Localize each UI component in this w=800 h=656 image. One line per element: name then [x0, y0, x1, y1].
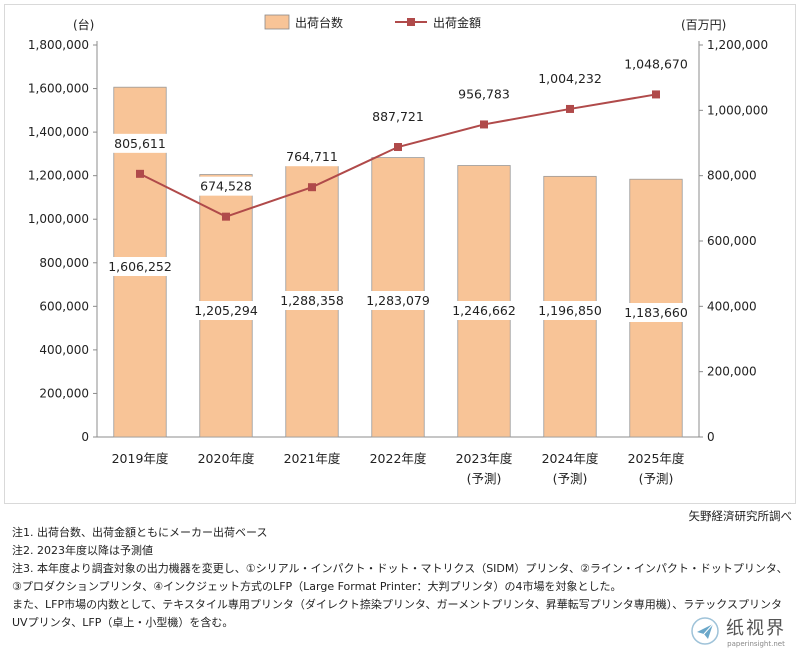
bar-label-bg	[531, 301, 609, 320]
y-left-tick-label: 400,000	[39, 343, 89, 357]
x-tick-label: 2023年度	[456, 451, 513, 466]
note-line: 注3. 本年度より調査対象の出力機器を変更し、①シリアル・インパクト・ドット・マ…	[12, 562, 782, 575]
watermark: 纸视界 paperinsight.net	[690, 614, 786, 648]
combo-chart: 0 200,000 400,000 600,000 800,000 1,000,000 1,…	[28, 14, 768, 486]
y-right-tick-label: 800,000	[707, 169, 757, 183]
line-label-bg	[281, 147, 343, 167]
x-tick-label: 2020年度	[198, 451, 255, 466]
note-line: ③プロダクションプリンタ、④インクジェット方式のLFP（Large Format…	[12, 580, 622, 593]
bar-value-label: 1,183,660	[624, 305, 688, 320]
bar-label-bg	[359, 291, 437, 310]
line-label-bg	[453, 84, 515, 104]
line-label-bg	[109, 133, 171, 153]
line-marker	[222, 212, 230, 221]
y-right-tick-label: 1,000,000	[707, 103, 768, 117]
watermark-url: paperinsight.net	[727, 640, 785, 648]
legend-label-line: 出荷金額	[433, 15, 481, 30]
bar-value-label: 1,606,252	[108, 259, 172, 274]
y-left-tick-label: 1,600,000	[28, 82, 89, 96]
x-tick-sublabel: (予測)	[467, 471, 502, 486]
bar-label-bg	[187, 301, 265, 320]
bar-value-label: 1,288,358	[280, 293, 344, 308]
x-tick-label: 2024年度	[542, 451, 599, 466]
y-left-tick-label: 1,000,000	[28, 212, 89, 226]
notes: 注1. 出荷台数、出荷金額ともにメーカー出荷ベース 注2. 2023年度以降は予…	[12, 524, 782, 632]
y-right-tick-label: 600,000	[707, 234, 757, 248]
line-value-label: 956,783	[458, 86, 510, 101]
y-left-tick-label: 1,400,000	[28, 125, 89, 139]
bar-value-label: 1,205,294	[194, 303, 258, 318]
x-tick-label: 2022年度	[370, 451, 427, 466]
bar-label-bg	[101, 257, 179, 276]
legend-swatch-bar	[264, 14, 290, 30]
line-value-label: 887,721	[372, 109, 424, 124]
line-marker	[480, 120, 488, 129]
y-left-unit: (台)	[73, 17, 94, 32]
line-marker	[136, 169, 144, 178]
y-right-unit: (百万円)	[681, 18, 726, 32]
line-value-label: 1,004,232	[538, 71, 602, 86]
x-tick-sublabel: (予測)	[553, 471, 588, 486]
source-credit: 矢野経済研究所調べ	[688, 509, 793, 523]
y-left-tick-label: 800,000	[39, 256, 89, 270]
legend-label-bar: 出荷台数	[295, 15, 343, 30]
line-marker	[308, 183, 316, 192]
line-label-bg	[367, 107, 429, 127]
line-label-bg	[531, 68, 609, 88]
y-left-tick-label: 200,000	[39, 386, 89, 400]
paper-plane-logo-icon	[691, 617, 719, 645]
bar-value-label: 1,196,850	[538, 303, 602, 318]
bar-value-label: 1,246,662	[452, 303, 516, 318]
x-tick-label: 2021年度	[284, 451, 341, 466]
y-right-tick-label: 0	[707, 430, 715, 444]
y-left-tick-label: 600,000	[39, 299, 89, 313]
watermark-name: 纸视界	[726, 618, 786, 639]
x-tick-sublabel: (予測)	[639, 471, 674, 486]
y-right-tick-label: 400,000	[707, 299, 757, 313]
line-marker	[394, 143, 402, 152]
y-left-tick-label: 1,200,000	[28, 169, 89, 183]
note-line: 注1. 出荷台数、出荷金額ともにメーカー出荷ベース	[12, 526, 268, 539]
line-value-label: 1,048,670	[624, 56, 688, 71]
y-left-tick-label: 1,800,000	[28, 38, 89, 52]
note-line: 注2. 2023年度以降は予測値	[12, 544, 153, 557]
line-marker	[566, 104, 574, 113]
note-line: UVプリンタ、LFP（卓上・小型機）を含む。	[12, 616, 234, 629]
line-label-bg	[195, 176, 257, 196]
line-label-bg	[617, 54, 695, 74]
line-value-label: 805,611	[114, 136, 166, 151]
bar-label-bg	[445, 301, 523, 320]
bar-label-bg	[273, 291, 351, 310]
bar-value-label: 1,283,079	[366, 293, 430, 308]
line-value-label: 764,711	[286, 149, 338, 164]
y-right-tick-label: 200,000	[707, 365, 757, 379]
line-marker	[652, 90, 660, 99]
y-left-tick-label: 0	[81, 430, 89, 444]
note-line: また、LFP市場の内数として、テキスタイル専用プリンタ（ダイレクト捺染プリンタ、…	[12, 598, 782, 611]
bar-label-bg	[617, 303, 695, 322]
x-tick-label: 2019年度	[112, 451, 169, 466]
chart-frame: 0 200,000 400,000 600,000 800,000 1,000,000 1,…	[4, 4, 796, 504]
y-right-tick-label: 1,200,000	[707, 38, 768, 52]
legend-marker-line	[407, 18, 415, 26]
x-tick-label: 2025年度	[628, 451, 685, 466]
line-value-label: 674,528	[200, 179, 252, 194]
